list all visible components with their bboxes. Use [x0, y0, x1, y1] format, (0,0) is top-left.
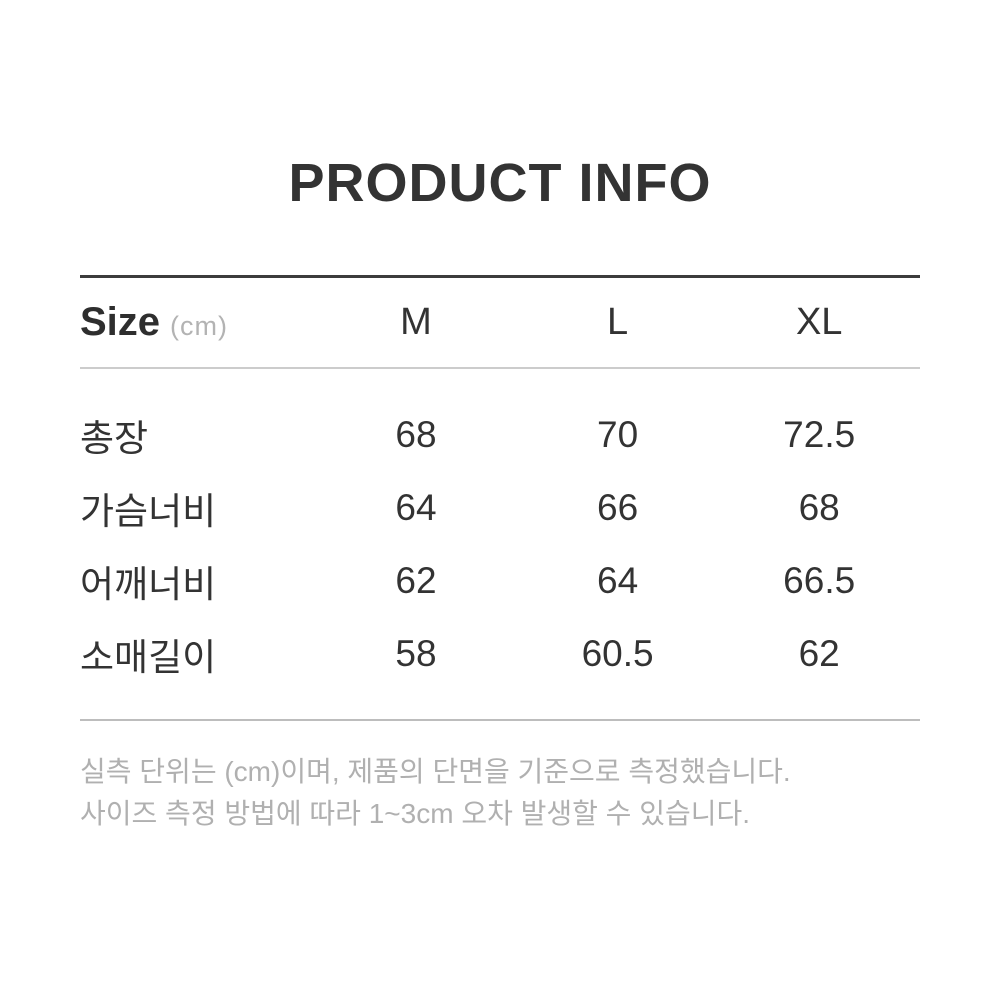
note-line-tolerance: 사이즈 측정 방법에 따라 1~3cm 오차 발생할 수 있습니다. [80, 798, 751, 829]
size-table-container: Size (cm) M L XL 총장 68 70 72.5 [80, 275, 920, 721]
cell-sleeve-length-m: 58 [395, 632, 437, 674]
unit-label: (cm) [170, 311, 229, 341]
cell-total-length-m: 68 [395, 413, 437, 455]
column-header-l: L [516, 278, 719, 369]
size-table: Size (cm) M L XL 총장 68 70 72.5 [80, 278, 920, 719]
spacer-row-bottom [80, 690, 920, 719]
size-table-body: 총장 68 70 72.5 가슴너비 64 66 68 어깨너비 62 64 6… [80, 368, 920, 719]
row-label-sleeve-length: 소매길이 [80, 636, 217, 678]
table-row-chest-width: 가슴너비 64 66 68 [80, 471, 920, 544]
page-title: PRODUCT INFO [288, 153, 712, 213]
header-row: Size (cm) M L XL [80, 278, 920, 369]
cell-shoulder-width-l: 64 [597, 559, 639, 601]
cell-shoulder-width-xl: 66.5 [783, 559, 856, 601]
row-label-total-length: 총장 [80, 417, 149, 459]
note-line-unit: 실측 단위는 (cm)이며, 제품의 단면을 기준으로 측정했습니다. [80, 756, 791, 787]
row-label-shoulder-width: 어깨너비 [80, 563, 217, 605]
size-label: Size [80, 300, 161, 344]
cell-total-length-xl: 72.5 [783, 413, 856, 455]
cell-chest-width-l: 66 [597, 486, 639, 528]
table-row-sleeve-length: 소매길이 58 60.5 62 [80, 617, 920, 690]
cell-sleeve-length-l: 60.5 [581, 632, 654, 674]
cell-sleeve-length-xl: 62 [798, 632, 840, 674]
cell-shoulder-width-m: 62 [395, 559, 437, 601]
cell-chest-width-m: 64 [395, 486, 437, 528]
measurement-notes: 실측 단위는 (cm)이며, 제품의 단면을 기준으로 측정했습니다. 사이즈 … [80, 751, 920, 835]
column-header-m: M [315, 278, 517, 369]
cell-chest-width-xl: 68 [798, 486, 840, 528]
row-label-chest-width: 가슴너비 [80, 490, 217, 532]
spacer-row-top [80, 368, 920, 398]
cell-total-length-l: 70 [597, 413, 639, 455]
table-row-shoulder-width: 어깨너비 62 64 66.5 [80, 544, 920, 617]
table-row-total-length: 총장 68 70 72.5 [80, 398, 920, 471]
column-header-xl: XL [718, 278, 920, 369]
size-header-cell: Size (cm) [80, 278, 316, 369]
size-table-header: Size (cm) M L XL [80, 278, 920, 369]
